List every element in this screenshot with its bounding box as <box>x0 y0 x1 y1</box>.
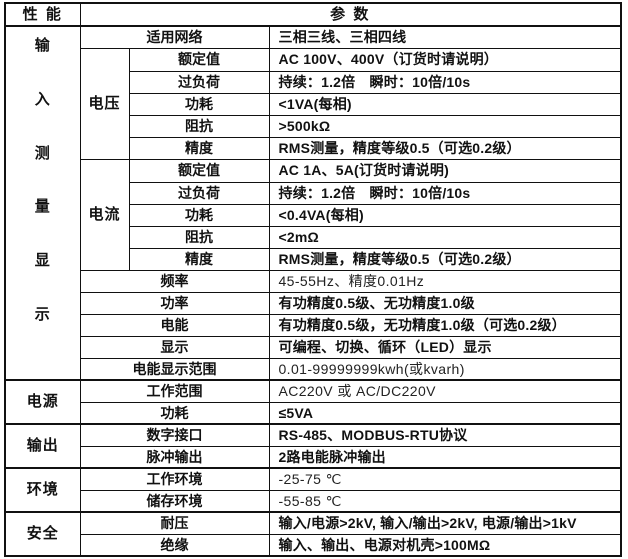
c-rated-value: AC 1A、5A(订货时请说明) <box>268 158 622 183</box>
table-row: 储存环境 -55-85 ℃ <box>5 489 622 513</box>
v-rated-value: AC 100V、400V（订货时请说明） <box>268 47 622 72</box>
header-performance: 性 能 <box>4 2 81 27</box>
table-row: 频率 45-55Hz、精度0.01Hz <box>5 269 622 293</box>
header-parameter: 参 数 <box>79 2 622 27</box>
network-label: 适用网络 <box>79 25 270 49</box>
v-overload-value: 持续：1.2倍 瞬时：10倍/10s <box>268 70 622 94</box>
group-safety: 安全 <box>4 511 81 557</box>
work-env-value: -25-75 ℃ <box>268 467 622 491</box>
table-row: 功耗 ≤5VA <box>5 401 622 425</box>
c-impedance-label: 阻抗 <box>128 225 270 249</box>
group-output: 输出 <box>4 423 81 469</box>
v-rated-label: 额定值 <box>128 47 270 72</box>
vertical-char: 测 <box>34 144 51 162</box>
storage-env-value: -55-85 ℃ <box>268 489 622 513</box>
v-impedance-value: >500kΩ <box>268 114 622 138</box>
c-overload-value: 持续：1.2倍 瞬时：10倍/10s <box>268 181 622 205</box>
c-impedance-value: <2mΩ <box>268 225 622 249</box>
table-row: 电能显示范围 0.01-99999999kwh(或kvarh) <box>5 357 622 381</box>
vertical-char: 示 <box>34 305 51 323</box>
psu-power-value: ≤5VA <box>268 401 622 425</box>
table-row: 过负荷 持续：1.2倍 瞬时：10倍/10s <box>5 181 622 205</box>
table-row: 阻抗 <2mΩ <box>5 225 622 249</box>
work-env-label: 工作环境 <box>79 467 270 491</box>
v-accuracy-label: 精度 <box>128 136 270 160</box>
subgroup-current: 电流 <box>79 158 130 271</box>
table-header-row: 性 能 参 数 <box>4 2 622 27</box>
table-row: 绝缘 输入、输出、电源对机壳>100MΩ <box>5 533 622 557</box>
psu-power-label: 功耗 <box>79 401 270 425</box>
insulation-value: 输入、输出、电源对机壳>100MΩ <box>268 533 622 557</box>
pulse-label: 脉冲输出 <box>79 445 270 469</box>
frequency-label: 频率 <box>79 269 270 293</box>
c-accuracy-label: 精度 <box>128 247 270 271</box>
table-row: 电压 额定值 AC 100V、400V（订货时请说明） <box>5 47 622 160</box>
withstand-label: 耐压 <box>79 511 270 535</box>
display-label: 显示 <box>79 335 270 359</box>
c-power-value: <0.4VA(每相) <box>268 203 622 227</box>
group-environment: 环境 <box>4 467 81 513</box>
c-rated-label: 额定值 <box>128 158 270 183</box>
power-value: 有功精度0.5级、无功精度1.0级 <box>268 291 622 315</box>
table-row: 阻抗 >500kΩ <box>5 114 622 138</box>
c-overload-label: 过负荷 <box>128 181 270 205</box>
spec-table: 性 能 参 数 输 入 测 量 显 示 适用网络 三相三线、三相四线 电压 额定… <box>4 2 622 557</box>
digital-value: RS-485、MODBUS-RTU协议 <box>268 423 622 447</box>
table-row: 电能 有功精度0.5级，无功精度1.0级（可选0.2级） <box>5 313 622 337</box>
work-range-value: AC220V 或 AC/DC220V <box>268 379 622 403</box>
group-power-supply: 电源 <box>4 379 81 425</box>
power-label: 功率 <box>79 291 270 315</box>
vertical-label: 输 入 测 量 显 示 <box>6 28 79 379</box>
group-input-measure-display: 输 入 测 量 显 示 <box>4 25 81 381</box>
energy-range-value: 0.01-99999999kwh(或kvarh) <box>268 357 622 381</box>
table-row: 精度 RMS测量，精度等级0.5（可选0.2级） <box>5 247 622 271</box>
withstand-value: 输入/电源>2kV, 输入/输出>2kV, 电源/输出>1kV <box>268 511 622 535</box>
vertical-char: 输 <box>34 37 51 54</box>
display-value: 可编程、切换、循环（LED）显示 <box>268 335 622 359</box>
table-row: 功率 有功精度0.5级、无功精度1.0级 <box>5 291 622 315</box>
digital-label: 数字接口 <box>79 423 270 447</box>
v-power-value: <1VA(每相) <box>268 92 622 116</box>
frequency-value: 45-55Hz、精度0.01Hz <box>268 269 622 293</box>
table-row: 电流 额定值 AC 1A、5A(订货时请说明) <box>5 158 622 271</box>
work-range-label: 工作范围 <box>79 379 270 403</box>
table-row: 安全 耐压 输入/电源>2kV, 输入/输出>2kV, 电源/输出>1kV <box>4 511 622 557</box>
v-overload-label: 过负荷 <box>128 70 270 94</box>
v-power-label: 功耗 <box>128 92 270 116</box>
energy-range-label: 电能显示范围 <box>79 357 270 381</box>
network-value: 三相三线、三相四线 <box>268 25 622 49</box>
energy-label: 电能 <box>79 313 270 337</box>
subgroup-voltage: 电压 <box>79 47 130 160</box>
vertical-char: 显 <box>34 252 51 269</box>
storage-env-label: 储存环境 <box>79 489 270 513</box>
insulation-label: 绝缘 <box>79 533 270 557</box>
energy-value: 有功精度0.5级，无功精度1.0级（可选0.2级） <box>268 313 622 337</box>
v-accuracy-value: RMS测量，精度等级0.5（可选0.2级） <box>268 136 622 160</box>
vertical-char: 量 <box>34 198 51 216</box>
table-row: 电源 工作范围 AC220V 或 AC/DC220V <box>4 379 622 425</box>
table-row: 显示 可编程、切换、循环（LED）显示 <box>5 335 622 359</box>
pulse-value: 2路电能脉冲输出 <box>268 445 622 469</box>
v-impedance-label: 阻抗 <box>128 114 270 138</box>
table-row: 脉冲输出 2路电能脉冲输出 <box>5 445 622 469</box>
table-row: 输出 数字接口 RS-485、MODBUS-RTU协议 <box>4 423 622 469</box>
c-accuracy-value: RMS测量，精度等级0.5（可选0.2级） <box>268 247 622 271</box>
table-row: 输 入 测 量 显 示 适用网络 三相三线、三相四线 <box>4 25 622 381</box>
table-row: 环境 工作环境 -25-75 ℃ <box>4 467 622 513</box>
c-power-label: 功耗 <box>128 203 270 227</box>
vertical-char: 入 <box>34 90 51 108</box>
